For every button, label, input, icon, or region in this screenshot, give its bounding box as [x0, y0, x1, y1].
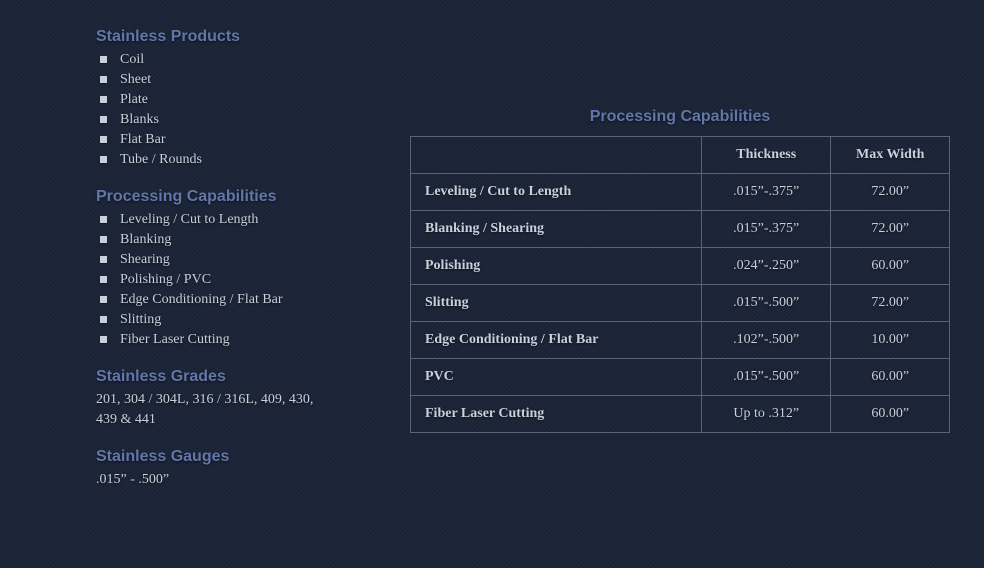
list-item: Flat Bar: [96, 130, 396, 150]
cell-thickness: .015”-.500”: [702, 285, 831, 322]
list-item: Fiber Laser Cutting: [96, 330, 396, 350]
list-item: Shearing: [96, 250, 396, 270]
list-item: Polishing / PVC: [96, 270, 396, 290]
cell-process: Blanking / Shearing: [411, 211, 702, 248]
table-row: Polishing .024”-.250” 60.00”: [411, 248, 950, 285]
grades-section: Stainless Grades 201, 304 / 304L, 316 / …: [96, 368, 396, 430]
cell-process: Leveling / Cut to Length: [411, 174, 702, 211]
list-item: Coil: [96, 50, 396, 70]
capabilities-table-block: Processing Capabilities Thickness Max Wi…: [410, 108, 950, 433]
products-section: Stainless Products Coil Sheet Plate Blan…: [96, 28, 396, 170]
capabilities-list: Leveling / Cut to Length Blanking Sheari…: [96, 210, 396, 350]
gauges-heading: Stainless Gauges: [96, 448, 396, 466]
list-item: Tube / Rounds: [96, 150, 396, 170]
grades-heading: Stainless Grades: [96, 368, 396, 386]
table-body: Leveling / Cut to Length .015”-.375” 72.…: [411, 174, 950, 433]
table-header-thickness: Thickness: [702, 137, 831, 174]
list-item: Leveling / Cut to Length: [96, 210, 396, 230]
cell-maxwidth: 72.00”: [831, 285, 950, 322]
table-row: PVC .015”-.500” 60.00”: [411, 359, 950, 396]
cell-maxwidth: 72.00”: [831, 174, 950, 211]
capabilities-heading: Processing Capabilities: [96, 188, 396, 206]
list-item: Blanks: [96, 110, 396, 130]
left-column: Stainless Products Coil Sheet Plate Blan…: [96, 28, 396, 508]
capabilities-table: Thickness Max Width Leveling / Cut to Le…: [410, 136, 950, 433]
table-header-maxwidth: Max Width: [831, 137, 950, 174]
capabilities-section: Processing Capabilities Leveling / Cut t…: [96, 188, 396, 350]
table-header-empty: [411, 137, 702, 174]
table-row: Slitting .015”-.500” 72.00”: [411, 285, 950, 322]
cell-maxwidth: 10.00”: [831, 322, 950, 359]
table-row: Blanking / Shearing .015”-.375” 72.00”: [411, 211, 950, 248]
gauges-text: .015” - .500”: [96, 470, 396, 490]
cell-maxwidth: 60.00”: [831, 359, 950, 396]
cell-maxwidth: 72.00”: [831, 211, 950, 248]
list-item: Blanking: [96, 230, 396, 250]
list-item: Edge Conditioning / Flat Bar: [96, 290, 396, 310]
table-title: Processing Capabilities: [410, 108, 950, 126]
list-item: Plate: [96, 90, 396, 110]
cell-thickness: .102”-.500”: [702, 322, 831, 359]
table-row: Fiber Laser Cutting Up to .312” 60.00”: [411, 396, 950, 433]
cell-thickness: .015”-.375”: [702, 211, 831, 248]
cell-process: Fiber Laser Cutting: [411, 396, 702, 433]
table-header-row: Thickness Max Width: [411, 137, 950, 174]
gauges-section: Stainless Gauges .015” - .500”: [96, 448, 396, 490]
cell-maxwidth: 60.00”: [831, 248, 950, 285]
table-row: Edge Conditioning / Flat Bar .102”-.500”…: [411, 322, 950, 359]
table-row: Leveling / Cut to Length .015”-.375” 72.…: [411, 174, 950, 211]
products-list: Coil Sheet Plate Blanks Flat Bar Tube / …: [96, 50, 396, 170]
cell-maxwidth: 60.00”: [831, 396, 950, 433]
cell-process: PVC: [411, 359, 702, 396]
list-item: Slitting: [96, 310, 396, 330]
grades-text: 201, 304 / 304L, 316 / 316L, 409, 430, 4…: [96, 390, 316, 430]
cell-thickness: .024”-.250”: [702, 248, 831, 285]
cell-process: Slitting: [411, 285, 702, 322]
cell-thickness: Up to .312”: [702, 396, 831, 433]
cell-thickness: .015”-.375”: [702, 174, 831, 211]
cell-thickness: .015”-.500”: [702, 359, 831, 396]
list-item: Sheet: [96, 70, 396, 90]
cell-process: Edge Conditioning / Flat Bar: [411, 322, 702, 359]
products-heading: Stainless Products: [96, 28, 396, 46]
cell-process: Polishing: [411, 248, 702, 285]
